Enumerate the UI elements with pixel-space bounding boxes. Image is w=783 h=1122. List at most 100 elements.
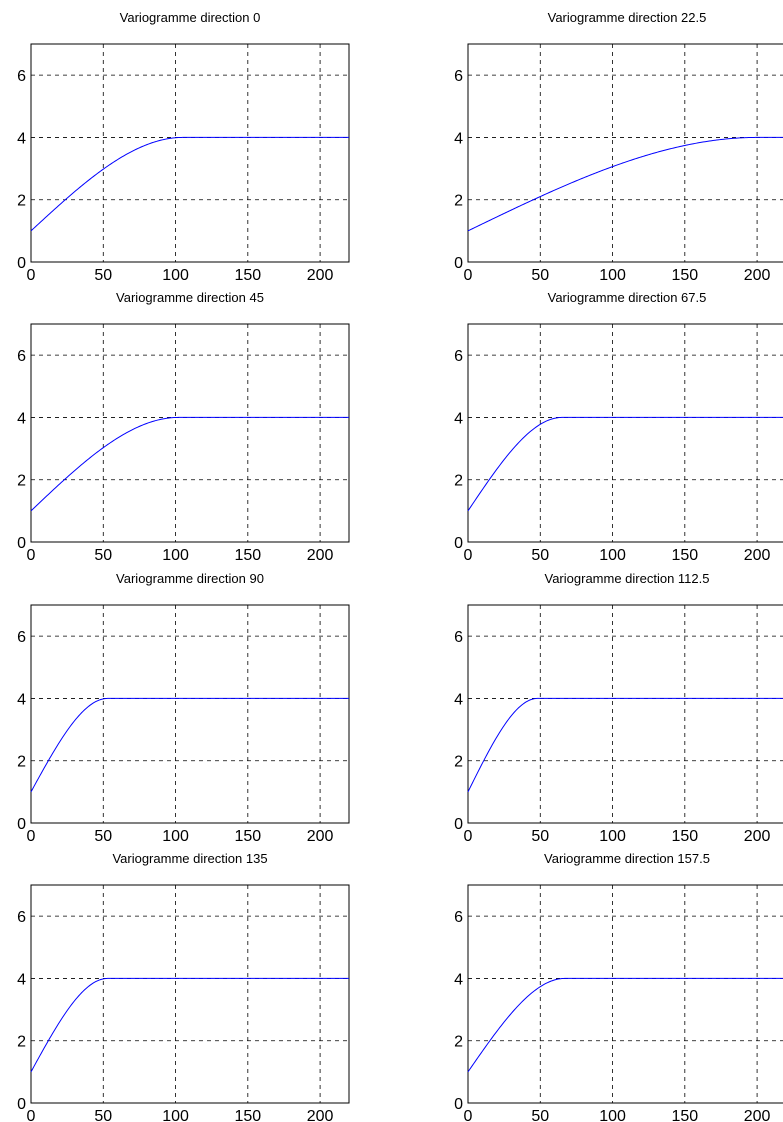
y-tick-label: 0 <box>17 255 26 272</box>
x-tick-label: 200 <box>744 828 771 845</box>
x-tick-label: 50 <box>94 828 112 845</box>
y-tick-label: 4 <box>17 130 26 147</box>
x-tick-label: 100 <box>162 547 189 564</box>
x-tick-label: 100 <box>162 828 189 845</box>
subplot-title: Variogramme direction 0 <box>120 10 261 25</box>
y-tick-label: 6 <box>17 909 26 926</box>
y-tick-label: 0 <box>454 1096 463 1113</box>
x-tick-label: 150 <box>234 1108 261 1122</box>
x-tick-label: 200 <box>744 267 771 284</box>
y-tick-label: 0 <box>454 535 463 552</box>
y-tick-label: 6 <box>17 348 26 365</box>
axes-box <box>30 43 350 263</box>
x-tick-label: 200 <box>307 547 334 564</box>
x-tick-label: 100 <box>599 1108 626 1122</box>
y-tick-label: 4 <box>17 410 26 427</box>
x-tick-label: 0 <box>464 547 473 564</box>
axes-box <box>467 43 783 263</box>
subplot-7: 0 50 100 150 200 0 2 4 6 Variogramme direction 15… <box>454 851 783 1122</box>
y-tick-label: 2 <box>454 754 463 771</box>
x-tick-label: 150 <box>234 828 261 845</box>
x-tick-label: 200 <box>307 1108 334 1122</box>
axes-box <box>30 604 350 824</box>
x-tick-label: 100 <box>162 267 189 284</box>
x-tick-label: 0 <box>27 547 36 564</box>
variogram-line <box>467 977 783 1073</box>
x-tick-label: 200 <box>307 267 334 284</box>
y-tick-label: 6 <box>17 68 26 85</box>
y-tick-label: 4 <box>454 410 463 427</box>
x-tick-label: 50 <box>531 828 549 845</box>
x-tick-label: 150 <box>671 547 698 564</box>
x-tick-label: 150 <box>234 267 261 284</box>
x-tick-label: 150 <box>671 267 698 284</box>
y-tick-label: 2 <box>454 473 463 490</box>
x-tick-label: 100 <box>599 547 626 564</box>
x-tick-label: 150 <box>671 1108 698 1122</box>
subplot-title: Variogramme direction 157.5 <box>544 851 710 866</box>
y-tick-label: 2 <box>17 473 26 490</box>
y-tick-label: 2 <box>17 193 26 210</box>
y-tick-label: 6 <box>454 629 463 646</box>
variogram-line <box>30 977 349 1073</box>
axes-box <box>30 884 350 1104</box>
x-tick-label: 50 <box>531 547 549 564</box>
variogram-line <box>30 136 349 232</box>
y-tick-label: 2 <box>454 193 463 210</box>
y-tick-label: 4 <box>454 971 463 988</box>
x-tick-label: 50 <box>94 547 112 564</box>
subplot-3: 0 50 100 150 200 0 2 4 6 Variogramme direction 67… <box>454 290 783 564</box>
subplot-title: Variogramme direction 45 <box>116 290 264 305</box>
y-tick-label: 2 <box>17 754 26 771</box>
subplot-0: 0 50 100 150 200 0 2 4 6 Variogramme direction 0 <box>17 10 350 284</box>
y-tick-label: 6 <box>454 68 463 85</box>
x-tick-label: 100 <box>162 1108 189 1122</box>
x-tick-label: 100 <box>599 267 626 284</box>
x-tick-label: 200 <box>307 828 334 845</box>
x-tick-label: 0 <box>464 267 473 284</box>
x-tick-label: 150 <box>234 547 261 564</box>
axes-box <box>467 323 783 543</box>
y-tick-label: 0 <box>17 1096 26 1113</box>
subplot-title: Variogramme direction 22.5 <box>548 10 707 25</box>
x-tick-label: 50 <box>94 1108 112 1122</box>
subplot-2: 0 50 100 150 200 0 2 4 6 Variogramme direction 45 <box>17 290 350 564</box>
subplot-6: 0 50 100 150 200 0 2 4 6 Variogramme direction 13… <box>17 851 350 1122</box>
variogram-line <box>467 136 783 232</box>
x-tick-label: 50 <box>94 267 112 284</box>
x-tick-label: 50 <box>531 267 549 284</box>
subplot-title: Variogramme direction 135 <box>112 851 267 866</box>
y-tick-label: 4 <box>17 691 26 708</box>
y-tick-label: 6 <box>17 629 26 646</box>
variogram-line <box>467 416 783 512</box>
y-tick-label: 4 <box>17 971 26 988</box>
subplot-4: 0 50 100 150 200 0 2 4 6 Variogramme direction 90 <box>17 571 350 845</box>
y-tick-label: 4 <box>454 691 463 708</box>
y-tick-label: 2 <box>17 1034 26 1051</box>
x-tick-label: 0 <box>27 1108 36 1122</box>
y-tick-label: 4 <box>454 130 463 147</box>
y-tick-label: 2 <box>454 1034 463 1051</box>
variogram-line <box>30 416 349 512</box>
x-tick-label: 0 <box>464 1108 473 1122</box>
x-tick-label: 200 <box>744 547 771 564</box>
subplot-5: 0 50 100 150 200 0 2 4 6 Variogramme direction 11… <box>454 571 783 845</box>
x-tick-label: 150 <box>671 828 698 845</box>
x-tick-label: 50 <box>531 1108 549 1122</box>
subplot-title: Variogramme direction 112.5 <box>545 571 710 586</box>
variogram-line <box>30 697 349 793</box>
x-tick-label: 200 <box>744 1108 771 1122</box>
y-tick-label: 6 <box>454 909 463 926</box>
y-tick-label: 0 <box>17 535 26 552</box>
axes-box <box>467 884 783 1104</box>
y-tick-label: 0 <box>17 816 26 833</box>
y-tick-label: 0 <box>454 816 463 833</box>
x-tick-label: 100 <box>599 828 626 845</box>
variogram-line <box>467 697 783 793</box>
axes-box <box>30 323 350 543</box>
y-tick-label: 6 <box>454 348 463 365</box>
x-tick-label: 0 <box>27 267 36 284</box>
x-tick-label: 0 <box>27 828 36 845</box>
subplot-title: Variogramme direction 90 <box>116 571 264 586</box>
